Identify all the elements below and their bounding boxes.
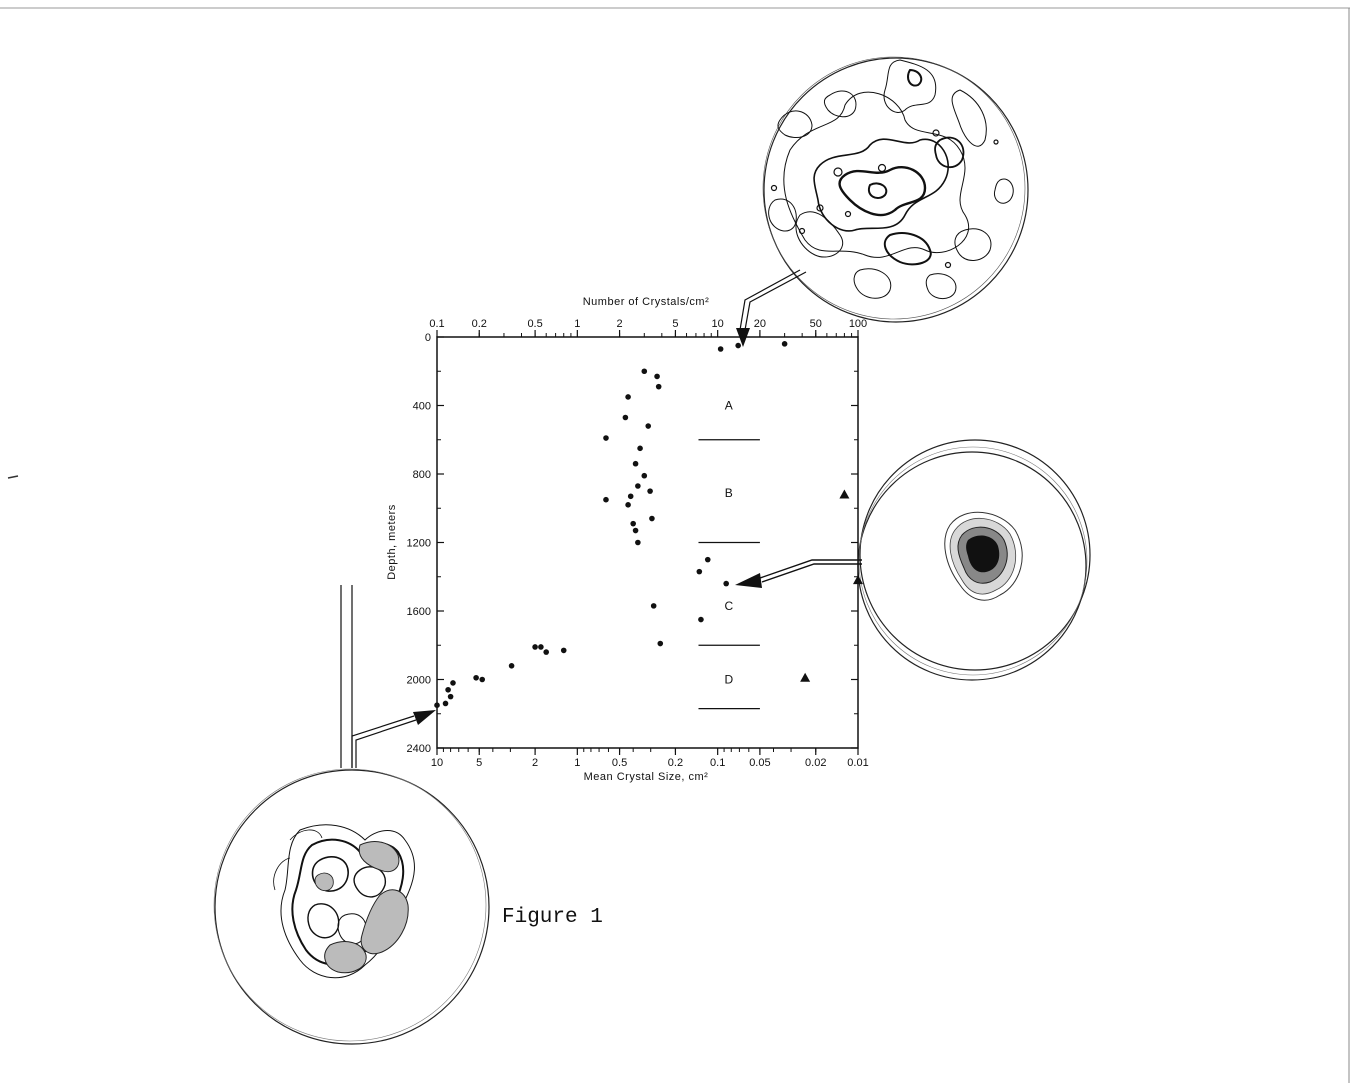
bottom-axis-ticks: 10 5 2 1 0.5 0.2 0.1 0.05 0.02 0.01 bbox=[431, 748, 869, 769]
inset-shallow-sample bbox=[736, 56, 1029, 347]
bottom-tick-label: 0.01 bbox=[847, 757, 868, 769]
y-tick-label: 400 bbox=[413, 401, 431, 413]
top-tick-label: 50 bbox=[810, 318, 822, 330]
zone-boundaries bbox=[698, 439, 760, 710]
data-point-triangle bbox=[853, 575, 863, 585]
data-point bbox=[649, 515, 655, 522]
data-point-triangle bbox=[839, 489, 850, 499]
y-tick-label: 1600 bbox=[407, 606, 431, 618]
data-point bbox=[723, 580, 729, 587]
data-point bbox=[627, 493, 634, 500]
data-point bbox=[654, 373, 660, 380]
zone-label: C bbox=[724, 599, 733, 613]
inset-mid-sample bbox=[735, 439, 1091, 681]
top-tick-label: 1 bbox=[574, 318, 580, 330]
data-point bbox=[637, 445, 643, 452]
data-point bbox=[442, 700, 449, 707]
bottom-tick-label: 10 bbox=[431, 757, 443, 769]
bottom-tick-label: 0.1 bbox=[710, 757, 725, 769]
zone-labels: A B C D bbox=[724, 399, 733, 687]
data-point bbox=[603, 496, 609, 503]
figure-caption: Figure 1 bbox=[502, 906, 603, 929]
top-tick-label: 2 bbox=[617, 318, 623, 330]
data-point bbox=[447, 693, 454, 700]
data-point bbox=[508, 663, 515, 669]
data-point bbox=[696, 568, 703, 575]
data-point bbox=[781, 341, 788, 347]
plot-area: 0.1 0.2 0.5 1 2 5 10 20 50 100 10 5 2 1 0.5 0.2 0.1 0.05… bbox=[386, 296, 869, 783]
data-point bbox=[650, 603, 657, 609]
data-point bbox=[647, 488, 653, 494]
data-point bbox=[632, 527, 639, 534]
data-point bbox=[543, 649, 550, 655]
data-point bbox=[645, 423, 652, 429]
y-tick-label: 2000 bbox=[407, 675, 431, 687]
top-tick-label: 0.1 bbox=[429, 318, 444, 330]
plot-frame bbox=[436, 336, 859, 749]
bottom-tick-label: 0.05 bbox=[749, 757, 770, 769]
data-point bbox=[641, 368, 648, 375]
data-point-triangle bbox=[800, 672, 811, 682]
bottom-tick-label: 0.2 bbox=[668, 757, 683, 769]
top-tick-label: 0.5 bbox=[527, 318, 542, 330]
y-tick-label: 0 bbox=[425, 332, 431, 344]
data-point bbox=[630, 520, 636, 527]
data-point bbox=[450, 680, 456, 686]
bottom-tick-label: 1 bbox=[574, 757, 580, 769]
data-point bbox=[655, 383, 662, 390]
top-tick-label: 0.2 bbox=[472, 318, 487, 330]
bottom-tick-label: 0.02 bbox=[805, 757, 826, 769]
data-points bbox=[434, 341, 863, 708]
zone-label: B bbox=[725, 486, 733, 500]
data-point bbox=[560, 647, 567, 654]
data-point bbox=[532, 644, 538, 650]
top-axis-title: Number of Crystals/cm² bbox=[583, 296, 710, 308]
data-point bbox=[445, 686, 451, 693]
data-point bbox=[473, 674, 479, 681]
y-axis-ticks: 0 400 800 1200 1600 2000 2400 bbox=[407, 332, 858, 755]
inset-deep-sample bbox=[213, 585, 490, 1045]
zone-label: A bbox=[725, 399, 733, 413]
y-tick-label: 2400 bbox=[407, 743, 431, 755]
data-point bbox=[641, 472, 648, 479]
bottom-tick-label: 0.5 bbox=[612, 757, 627, 769]
data-point bbox=[635, 539, 641, 546]
bottom-axis-title: Mean Crystal Size, cm² bbox=[584, 771, 709, 783]
data-point bbox=[625, 502, 631, 508]
data-point bbox=[622, 414, 629, 421]
y-axis-title: Depth, meters bbox=[386, 504, 398, 580]
top-tick-label: 100 bbox=[849, 318, 867, 330]
data-point bbox=[603, 435, 609, 441]
y-tick-label: 800 bbox=[413, 469, 431, 481]
top-tick-label: 20 bbox=[754, 318, 766, 330]
y-tick-label: 1200 bbox=[407, 538, 431, 550]
zone-label: D bbox=[724, 673, 733, 687]
top-tick-label: 10 bbox=[712, 318, 724, 330]
data-point bbox=[632, 460, 639, 467]
data-point bbox=[698, 616, 704, 623]
data-point bbox=[479, 676, 486, 683]
data-point bbox=[735, 342, 741, 349]
top-tick-label: 5 bbox=[672, 318, 678, 330]
data-point bbox=[657, 640, 664, 647]
data-point bbox=[434, 702, 440, 708]
data-point bbox=[538, 644, 544, 650]
bottom-tick-label: 5 bbox=[476, 757, 482, 769]
data-point bbox=[625, 394, 631, 400]
top-axis-ticks: 0.1 0.2 0.5 1 2 5 10 20 50 100 bbox=[429, 318, 867, 337]
data-point bbox=[704, 556, 711, 563]
data-point bbox=[717, 346, 724, 352]
data-point bbox=[635, 483, 641, 489]
bottom-tick-label: 2 bbox=[532, 757, 538, 769]
